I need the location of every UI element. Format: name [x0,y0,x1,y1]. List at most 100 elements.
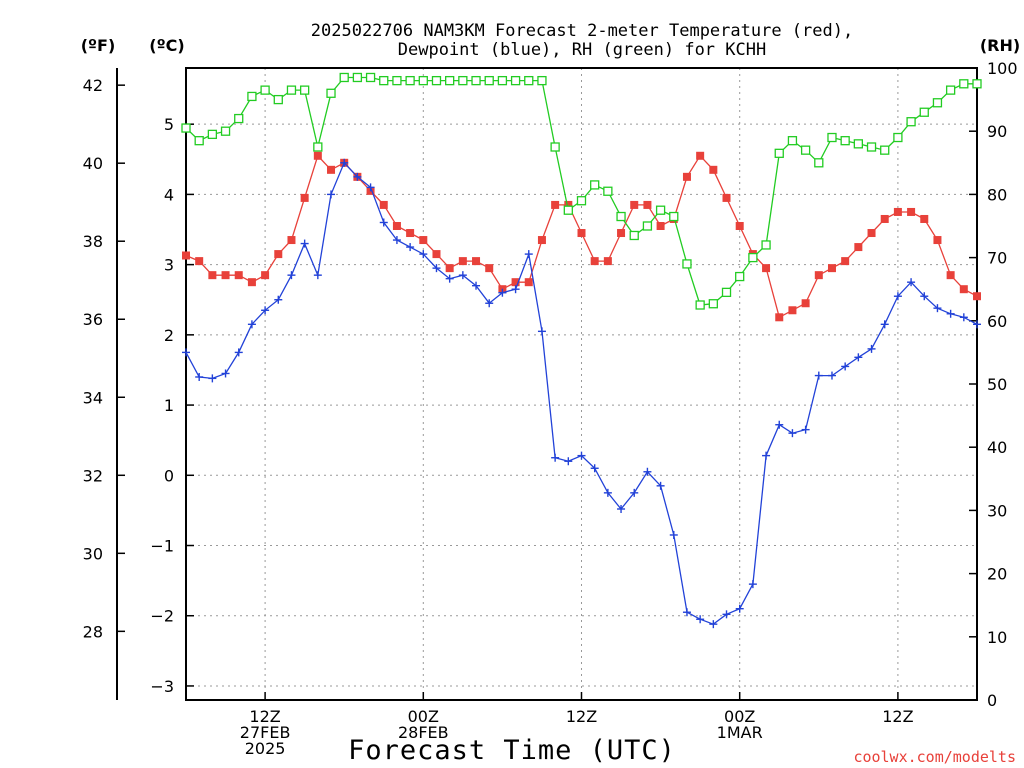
rh-point [181,123,191,133]
dewpoint-point [353,172,362,181]
temperature-point [920,214,929,223]
rh-point [972,79,982,89]
dewpoint-point [524,250,533,259]
rh-point [735,271,745,282]
rh-point [603,186,613,196]
temperature-point [814,271,823,280]
dewpoint-point [182,348,190,357]
dewpoint-point [419,250,428,259]
dewpoint-point [946,309,955,318]
dewpoint-point [933,304,942,313]
celsius-tick-label: 0 [164,466,174,485]
rh-point [827,132,837,143]
dewpoint-point [907,278,916,287]
rh-tick-label: 80 [987,185,1007,204]
x-tick-label: 12Z [882,707,913,726]
rh-point [576,196,587,206]
rh-point [471,75,481,86]
rh-tick-label: 20 [987,565,1007,584]
temperature-point [472,257,481,266]
dewpoint-point [379,218,388,227]
dewpoint-point [327,190,336,199]
temperature-point [762,264,771,273]
dewpoint-point [630,488,639,497]
temperature-point [261,271,270,280]
dewpoint-point [247,320,256,329]
temperature-point [933,236,942,245]
celsius-tick-label: 1 [164,396,174,415]
dewpoint-point [392,236,401,245]
rh-point [959,79,969,89]
chart-title-line2: Dewpoint (blue), RH (green) for KCHH [398,40,766,60]
rh-point [880,145,890,155]
temperature-point [722,193,731,202]
dewpoint-point [841,362,850,371]
rh-point [458,75,468,86]
dewpoint-point [893,292,902,301]
dewpoint-point [775,420,784,429]
dewpoint-point [551,453,560,462]
fahrenheit-axis-label: (ºF) [81,36,116,55]
fahrenheit-tick-label: 38 [83,232,103,251]
plot-frame [185,67,978,701]
temperature-point [775,313,784,322]
dewpoint-point [274,295,283,304]
celsius-tick-label: 5 [164,115,174,134]
rh-tick-label: 40 [987,438,1007,457]
axes: 2830323436384042−3−2−1012345010203040506… [83,59,1018,710]
rh-point [840,136,850,146]
rh-point [313,142,323,152]
chart-title-line1: 2025022706 NAM3KM Forecast 2-meter Tempe… [311,21,853,41]
rh-point [853,139,863,149]
dewpoint-point [959,313,968,322]
rh-point [906,117,916,127]
dewpoint-point [788,429,797,438]
temperature-point [907,207,916,216]
dewpoint-point [709,620,718,629]
rh-point [339,72,349,83]
rh-point [787,136,798,146]
x-tick-label: 00Z [408,707,439,726]
rh-point [655,205,666,215]
rh-point [748,252,758,263]
dewpoint-point [669,530,678,539]
rh-tick-label: 30 [987,501,1007,520]
dewpoint-point [682,608,691,617]
dewpoint-point [340,158,349,167]
temperature-point [419,236,428,245]
rh-point [800,145,811,155]
rh-point [510,75,521,86]
rh-point [761,240,771,250]
dewpoint-point [643,467,652,476]
rh-point [418,75,428,86]
rh-point [234,113,244,124]
temperature-point [893,207,902,216]
dewpoint-point [472,281,481,290]
rh-point [445,75,455,86]
temperature-point [406,229,415,238]
rh-point [866,142,877,152]
rh-point [774,148,784,158]
x-tick-label: 1MAR [717,723,763,742]
dewpoint-point [920,292,929,301]
dewpoint-point [208,374,217,383]
temperature-point [827,264,836,273]
temperature-point [841,257,850,266]
temperature-point [617,229,626,238]
rh-point [524,75,534,86]
rh-point [207,129,218,140]
fahrenheit-tick-label: 30 [83,544,103,563]
dewpoint-point [485,299,494,308]
rh-point [220,126,231,136]
temperature-point [300,193,309,202]
grid-lines [186,68,977,700]
rh-point [194,136,204,146]
rh-point [405,75,415,86]
celsius-tick-label: −2 [150,607,174,626]
temperature-point [973,292,981,301]
temperature-point [445,264,454,273]
dewpoint-point [722,610,731,619]
dewpoint-point [590,464,599,473]
rh-point [814,158,824,168]
